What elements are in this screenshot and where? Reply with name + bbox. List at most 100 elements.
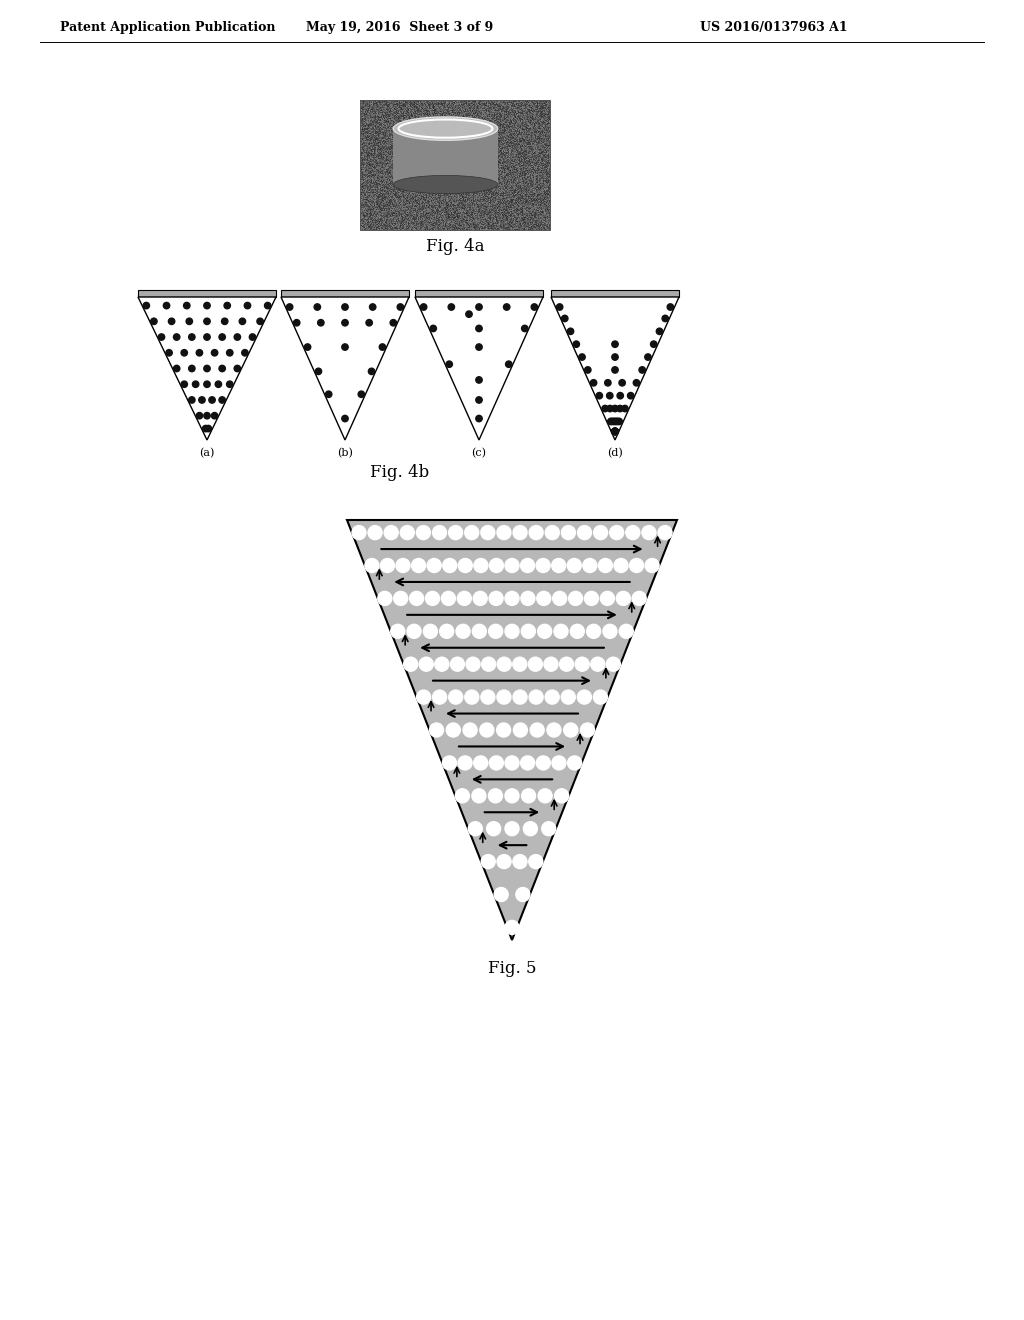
Circle shape: [578, 525, 592, 540]
Circle shape: [567, 756, 582, 770]
Circle shape: [504, 304, 510, 310]
Circle shape: [352, 525, 366, 540]
Circle shape: [650, 341, 657, 347]
Circle shape: [505, 920, 519, 935]
Circle shape: [391, 624, 404, 639]
Circle shape: [397, 304, 403, 310]
Circle shape: [668, 304, 674, 310]
Circle shape: [168, 318, 175, 325]
Circle shape: [215, 381, 221, 388]
Circle shape: [442, 558, 457, 573]
Text: (a): (a): [200, 447, 215, 458]
Text: May 19, 2016  Sheet 3 of 9: May 19, 2016 Sheet 3 of 9: [306, 21, 494, 34]
Circle shape: [245, 302, 251, 309]
Circle shape: [645, 558, 659, 573]
Circle shape: [611, 341, 618, 347]
Circle shape: [489, 558, 504, 573]
Circle shape: [658, 525, 672, 540]
Circle shape: [545, 525, 559, 540]
Circle shape: [381, 558, 394, 573]
Bar: [393, 128, 498, 185]
Circle shape: [159, 334, 165, 341]
Circle shape: [181, 381, 187, 388]
Circle shape: [488, 624, 503, 639]
Circle shape: [410, 591, 424, 606]
Circle shape: [463, 723, 477, 737]
Circle shape: [473, 591, 487, 606]
Circle shape: [204, 302, 210, 309]
Circle shape: [242, 350, 248, 356]
Circle shape: [197, 412, 203, 418]
Circle shape: [603, 624, 616, 639]
Circle shape: [489, 591, 503, 606]
Circle shape: [439, 624, 454, 639]
Circle shape: [505, 789, 519, 803]
Circle shape: [468, 821, 482, 836]
Circle shape: [488, 789, 503, 803]
Circle shape: [456, 789, 469, 803]
Circle shape: [188, 397, 195, 403]
Circle shape: [342, 304, 348, 310]
Circle shape: [626, 525, 640, 540]
Circle shape: [567, 329, 573, 334]
Circle shape: [513, 854, 527, 869]
Circle shape: [342, 416, 348, 422]
Circle shape: [602, 405, 608, 412]
Circle shape: [433, 690, 446, 704]
Circle shape: [476, 325, 482, 331]
Circle shape: [173, 334, 180, 341]
Circle shape: [600, 591, 614, 606]
Circle shape: [513, 525, 527, 540]
Circle shape: [224, 302, 230, 309]
Circle shape: [199, 397, 205, 403]
Circle shape: [607, 418, 614, 425]
Circle shape: [393, 591, 408, 606]
Circle shape: [472, 624, 486, 639]
Circle shape: [528, 657, 543, 671]
Circle shape: [465, 690, 479, 704]
Text: US 2016/0137963 A1: US 2016/0137963 A1: [700, 21, 848, 34]
Circle shape: [186, 318, 193, 325]
Circle shape: [188, 366, 195, 372]
Circle shape: [226, 350, 232, 356]
Circle shape: [342, 319, 348, 326]
Circle shape: [164, 302, 170, 309]
Circle shape: [591, 380, 597, 385]
Circle shape: [587, 624, 601, 639]
Circle shape: [476, 376, 482, 383]
Circle shape: [249, 334, 256, 341]
Circle shape: [544, 657, 558, 671]
Circle shape: [384, 525, 398, 540]
Circle shape: [211, 350, 218, 356]
Circle shape: [193, 381, 199, 388]
Circle shape: [441, 591, 456, 606]
Circle shape: [505, 558, 519, 573]
Circle shape: [609, 418, 615, 425]
Circle shape: [481, 525, 495, 540]
Circle shape: [622, 405, 628, 412]
Circle shape: [581, 723, 595, 737]
Circle shape: [497, 854, 511, 869]
Circle shape: [287, 304, 293, 310]
Circle shape: [481, 690, 495, 704]
Circle shape: [523, 821, 538, 836]
Circle shape: [497, 690, 511, 704]
Circle shape: [498, 657, 511, 671]
Circle shape: [423, 624, 437, 639]
Circle shape: [639, 367, 645, 374]
Circle shape: [520, 756, 535, 770]
Circle shape: [369, 368, 375, 375]
Circle shape: [390, 319, 396, 326]
Circle shape: [529, 690, 543, 704]
Circle shape: [632, 591, 646, 606]
Polygon shape: [415, 297, 543, 440]
Circle shape: [612, 428, 618, 434]
Circle shape: [567, 558, 582, 573]
Circle shape: [607, 405, 613, 412]
Circle shape: [612, 428, 618, 434]
Circle shape: [219, 334, 225, 341]
Circle shape: [570, 624, 585, 639]
Circle shape: [446, 723, 460, 737]
Circle shape: [446, 360, 453, 367]
Circle shape: [476, 304, 482, 310]
